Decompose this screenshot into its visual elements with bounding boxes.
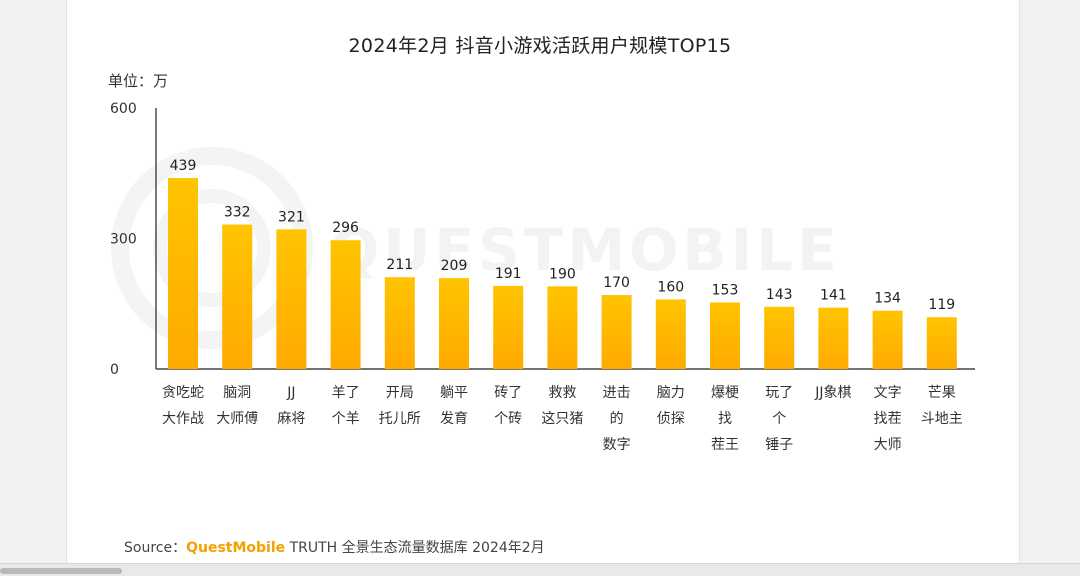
bar: [493, 285, 524, 369]
source-suffix: TRUTH 全景生态流量数据库 2024年2月: [285, 540, 545, 556]
category-label: 麻将: [277, 411, 305, 427]
y-tick-label: 300: [110, 232, 137, 248]
bar: [601, 295, 632, 369]
category-label: 个: [772, 411, 786, 427]
y-tick-label: 600: [110, 101, 137, 117]
category-label: 脑力: [657, 385, 685, 401]
bar: [222, 224, 253, 369]
bar: [872, 310, 903, 369]
bar: [330, 240, 361, 369]
source-prefix: Source：: [124, 540, 187, 556]
bar: [547, 286, 578, 369]
category-label: 芒果: [928, 385, 956, 401]
bar: [276, 229, 307, 369]
bar-value-label: 332: [224, 205, 251, 221]
bar-value-label: 211: [386, 257, 413, 273]
bar: [710, 302, 740, 369]
category-label: 爆梗: [711, 385, 739, 401]
category-label: 这只猪: [541, 410, 583, 427]
bar-value-label: 134: [874, 291, 901, 307]
category-label: JJ: [286, 385, 295, 401]
svg-text:QUESTMOBILE: QUESTMOBILE: [330, 216, 841, 284]
horizontal-scrollbar[interactable]: [0, 563, 1080, 576]
bar-value-label: 143: [766, 287, 793, 303]
bar-value-label: 119: [928, 297, 955, 313]
bar: [168, 178, 198, 369]
bar-value-label: 170: [603, 275, 630, 291]
category-label: 躺平: [440, 385, 468, 401]
category-label: 进击: [603, 385, 631, 401]
chart-title: 2024年2月 抖音小游戏活跃用户规模TOP15: [348, 35, 732, 57]
questmobile-watermark: QUESTMOBILE: [111, 147, 841, 349]
category-label: JJ象棋: [814, 385, 851, 401]
category-label: 救救: [548, 385, 576, 401]
bar-value-label: 153: [712, 282, 739, 298]
category-label: 发育: [440, 411, 468, 427]
category-label: 开局: [386, 385, 414, 401]
bar-value-label: 439: [170, 158, 197, 174]
bar: [818, 307, 849, 369]
bar-value-label: 191: [495, 266, 522, 282]
category-label: 托儿所: [379, 411, 421, 427]
bar-value-label: 209: [441, 258, 468, 274]
category-label: 脑洞: [223, 385, 251, 401]
bar: [764, 306, 795, 369]
source-note: Source：QuestMobile TRUTH 全景生态流量数据库 2024年…: [124, 537, 545, 557]
y-axis-unit-label: 单位：万: [108, 72, 169, 90]
category-label: 大师: [874, 437, 902, 453]
bar: [439, 278, 469, 369]
category-label: 个砖: [494, 411, 522, 427]
category-label: 砖了: [494, 385, 522, 401]
category-label: 侦探: [657, 411, 685, 427]
category-label: 的: [610, 411, 624, 427]
scrollbar-thumb[interactable]: [0, 568, 122, 574]
category-label: 个羊: [332, 411, 360, 427]
category-label: 文字: [874, 385, 902, 401]
bar: [655, 299, 686, 369]
bar: [926, 317, 957, 369]
category-label: 数字: [603, 437, 631, 453]
category-label: 找茬: [874, 411, 902, 427]
bar-value-label: 141: [820, 288, 847, 304]
category-label: 大师傅: [216, 411, 258, 427]
category-label: 大作战: [162, 411, 204, 427]
bar: [384, 277, 415, 369]
category-label: 锤子: [765, 437, 793, 453]
category-label: 羊了: [332, 385, 360, 401]
category-label: 斗地主: [921, 411, 963, 427]
bar-value-label: 190: [549, 266, 576, 282]
bar-value-label: 160: [657, 279, 684, 295]
category-label: 找: [718, 411, 732, 427]
bar-value-label: 296: [332, 220, 359, 236]
category-label: 贪吃蛇: [162, 385, 204, 401]
bar-value-label: 321: [278, 209, 305, 225]
y-tick-label: 0: [110, 362, 119, 378]
category-label: 茬王: [711, 437, 739, 453]
source-brand: QuestMobile: [186, 540, 286, 556]
category-label: 玩了: [765, 385, 793, 401]
